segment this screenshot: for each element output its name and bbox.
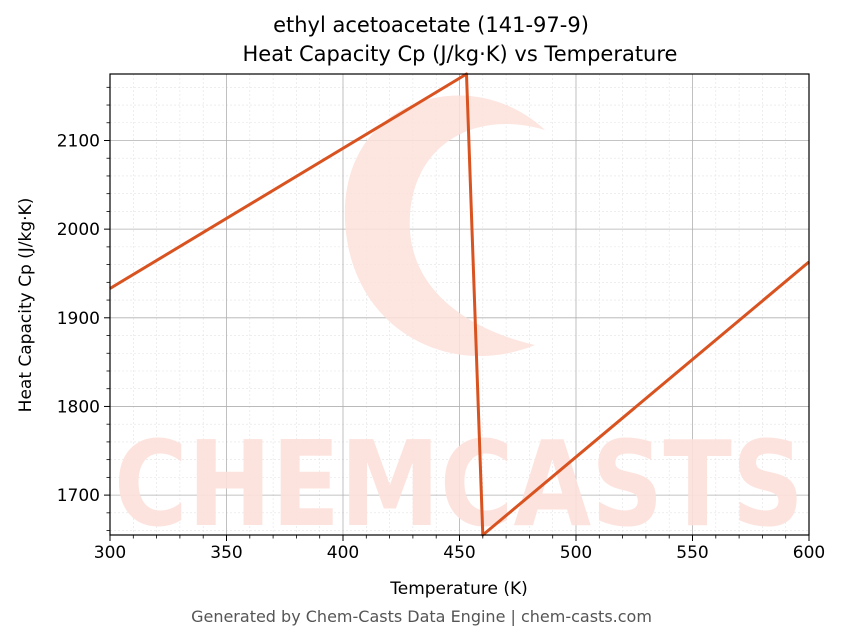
x-tick-label: 500 <box>560 543 592 563</box>
chart-subtitle: Heat Capacity Cp (J/kg·K) vs Temperature <box>243 42 678 66</box>
watermark-text: CHEMCASTS <box>114 415 804 553</box>
watermark-logo-arc <box>344 95 545 357</box>
y-tick-label: 2100 <box>57 131 100 151</box>
footer-credit: Generated by Chem-Casts Data Engine | ch… <box>191 607 652 626</box>
x-tick-label: 350 <box>210 543 242 563</box>
x-tick-label: 400 <box>327 543 359 563</box>
y-tick-label: 1800 <box>57 397 100 417</box>
watermark: CHEMCASTS <box>114 95 804 553</box>
x-axis: 300 350 400 450 500 550 600 <box>94 535 825 563</box>
y-axis: 1700 1800 1900 2000 2100 <box>57 86 110 531</box>
chart-title: ethyl acetoacetate (141-97-9) <box>273 13 589 37</box>
x-tick-label: 450 <box>443 543 475 563</box>
series-layer <box>109 72 810 537</box>
x-tick-label: 600 <box>793 543 825 563</box>
x-tick-label: 300 <box>94 543 126 563</box>
y-tick-label: 2000 <box>57 220 100 240</box>
y-tick-label: 1700 <box>57 486 100 506</box>
y-axis-label: Heat Capacity Cp (J/kg·K) <box>16 198 36 413</box>
plot-area: CHEMCASTS <box>109 72 810 553</box>
y-tick-label: 1900 <box>57 309 100 329</box>
x-tick-label: 550 <box>676 543 708 563</box>
x-axis-label: Temperature (K) <box>389 579 528 599</box>
series-line <box>109 72 810 537</box>
